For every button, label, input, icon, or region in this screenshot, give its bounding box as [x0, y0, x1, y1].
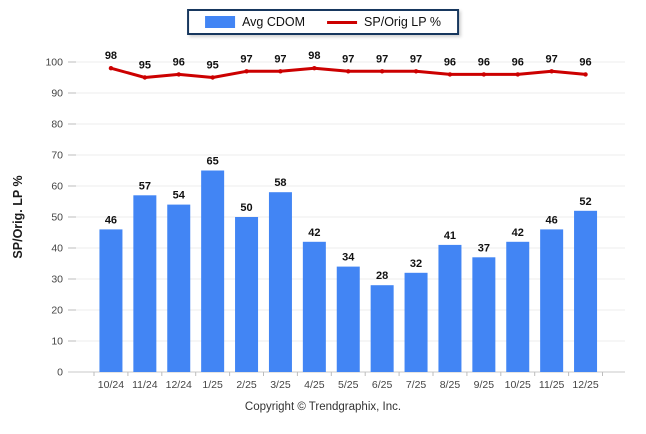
line-point [481, 72, 487, 77]
bar-value-label: 32 [410, 258, 422, 270]
bar-value-label: 46 [105, 214, 117, 226]
line-point [244, 69, 249, 74]
line-point [549, 69, 554, 74]
chart-legend: Avg CDOM SP/Orig LP % [187, 9, 459, 35]
y-axis-title: SP/Orig. LP % [11, 175, 25, 258]
bar-value-label: 42 [512, 227, 524, 239]
y-tick-label: 70 [51, 150, 63, 162]
bar-avg-cdom [302, 241, 326, 372]
bar-avg-cdom [472, 257, 496, 372]
bar-value-label: 42 [308, 227, 320, 239]
bar-swatch-icon [205, 16, 236, 28]
bar-value-label: 52 [579, 196, 591, 208]
bar-value-label: 37 [478, 242, 490, 254]
bar-value-label: 28 [376, 270, 388, 282]
bar-avg-cdom [235, 217, 259, 372]
copyright-text: Copyright © Trendgraphix, Inc. [244, 401, 402, 413]
bar-value-label: 46 [546, 214, 558, 226]
y-tick-label: 20 [51, 305, 63, 317]
line-value-label: 96 [173, 56, 185, 68]
bar-value-label: 57 [139, 180, 151, 192]
line-value-label: 96 [512, 56, 524, 68]
x-tick-label: 5/25 [338, 379, 359, 391]
line-point [447, 72, 453, 77]
bar-avg-cdom [574, 210, 598, 372]
x-tick-label: 9/25 [474, 379, 495, 391]
line-point [379, 69, 385, 74]
legend-item-sp-orig-lp: SP/Orig LP % [327, 15, 441, 29]
bar-value-label: 34 [342, 252, 355, 264]
bar-avg-cdom [133, 195, 157, 372]
bar-avg-cdom [506, 241, 530, 372]
line-point [108, 66, 114, 71]
line-value-label: 97 [342, 53, 354, 65]
y-tick-label: 40 [51, 243, 63, 255]
x-tick-label: 3/25 [270, 379, 291, 391]
x-tick-label: 10/25 [505, 379, 531, 391]
line-value-label: 96 [478, 56, 490, 68]
x-tick-label: 2/25 [236, 379, 257, 391]
line-value-label: 97 [240, 53, 252, 65]
y-tick-label: 60 [51, 181, 63, 193]
y-tick-label: 10 [51, 336, 63, 348]
line-point [413, 69, 419, 74]
bar-avg-cdom [99, 229, 123, 372]
line-value-label: 95 [139, 60, 151, 72]
x-tick-label: 12/25 [572, 379, 598, 391]
bar-avg-cdom [167, 204, 191, 372]
line-point [176, 72, 181, 77]
x-tick-label: 11/24 [132, 379, 158, 391]
line-point [346, 69, 351, 74]
x-tick-label: 1/25 [202, 379, 223, 391]
line-value-label: 98 [105, 50, 117, 62]
x-tick-label: 11/25 [539, 379, 565, 391]
legend-label: Avg CDOM [242, 15, 306, 29]
line-value-label: 95 [207, 60, 219, 72]
y-tick-label: 0 [57, 367, 63, 379]
x-tick-label: 6/25 [372, 379, 393, 391]
chart-canvas: 0 10 20 30 40 50 60 70 80 90 100 46 57 54 65 50 58 42 34 28… [11, 50, 625, 391]
x-tick-label: 8/25 [440, 379, 461, 391]
bar-avg-cdom [404, 272, 428, 372]
line-value-label: 97 [546, 53, 558, 65]
line-point [210, 75, 215, 80]
legend-label: SP/Orig LP % [364, 15, 441, 29]
line-point [312, 66, 317, 71]
y-tick-label: 30 [51, 274, 63, 286]
bar-value-label: 41 [444, 230, 456, 242]
line-value-label: 97 [376, 53, 388, 65]
line-value-label: 96 [579, 56, 591, 68]
bar-avg-cdom [370, 285, 394, 372]
bar-avg-cdom [438, 244, 462, 372]
line-value-label: 98 [308, 50, 320, 62]
line-point [515, 72, 520, 77]
x-tick-label: 4/25 [304, 379, 325, 391]
line-value-label: 96 [444, 56, 456, 68]
line-point [142, 75, 148, 80]
line-value-label: 97 [274, 53, 286, 65]
y-tick-label: 80 [51, 119, 63, 131]
bar-avg-cdom [201, 170, 225, 372]
bar-value-label: 58 [274, 177, 286, 189]
legend-item-avg-cdom: Avg CDOM [205, 15, 305, 29]
y-tick-label: 100 [45, 57, 63, 69]
bar-value-label: 50 [240, 202, 252, 214]
bar-avg-cdom [540, 229, 564, 372]
y-tick-label: 90 [51, 88, 63, 100]
bar-value-label: 54 [173, 190, 186, 202]
bar-avg-cdom [268, 192, 292, 372]
line-point [278, 69, 283, 74]
line-swatch-icon [327, 20, 358, 24]
bar-value-label: 65 [207, 156, 219, 168]
x-tick-label: 7/25 [406, 379, 427, 391]
bar-avg-cdom [336, 266, 360, 372]
x-tick-label: 10/24 [98, 379, 124, 391]
line-point [583, 72, 588, 77]
y-tick-label: 50 [51, 212, 63, 224]
line-value-label: 97 [410, 53, 422, 65]
x-tick-label: 12/24 [166, 379, 192, 391]
